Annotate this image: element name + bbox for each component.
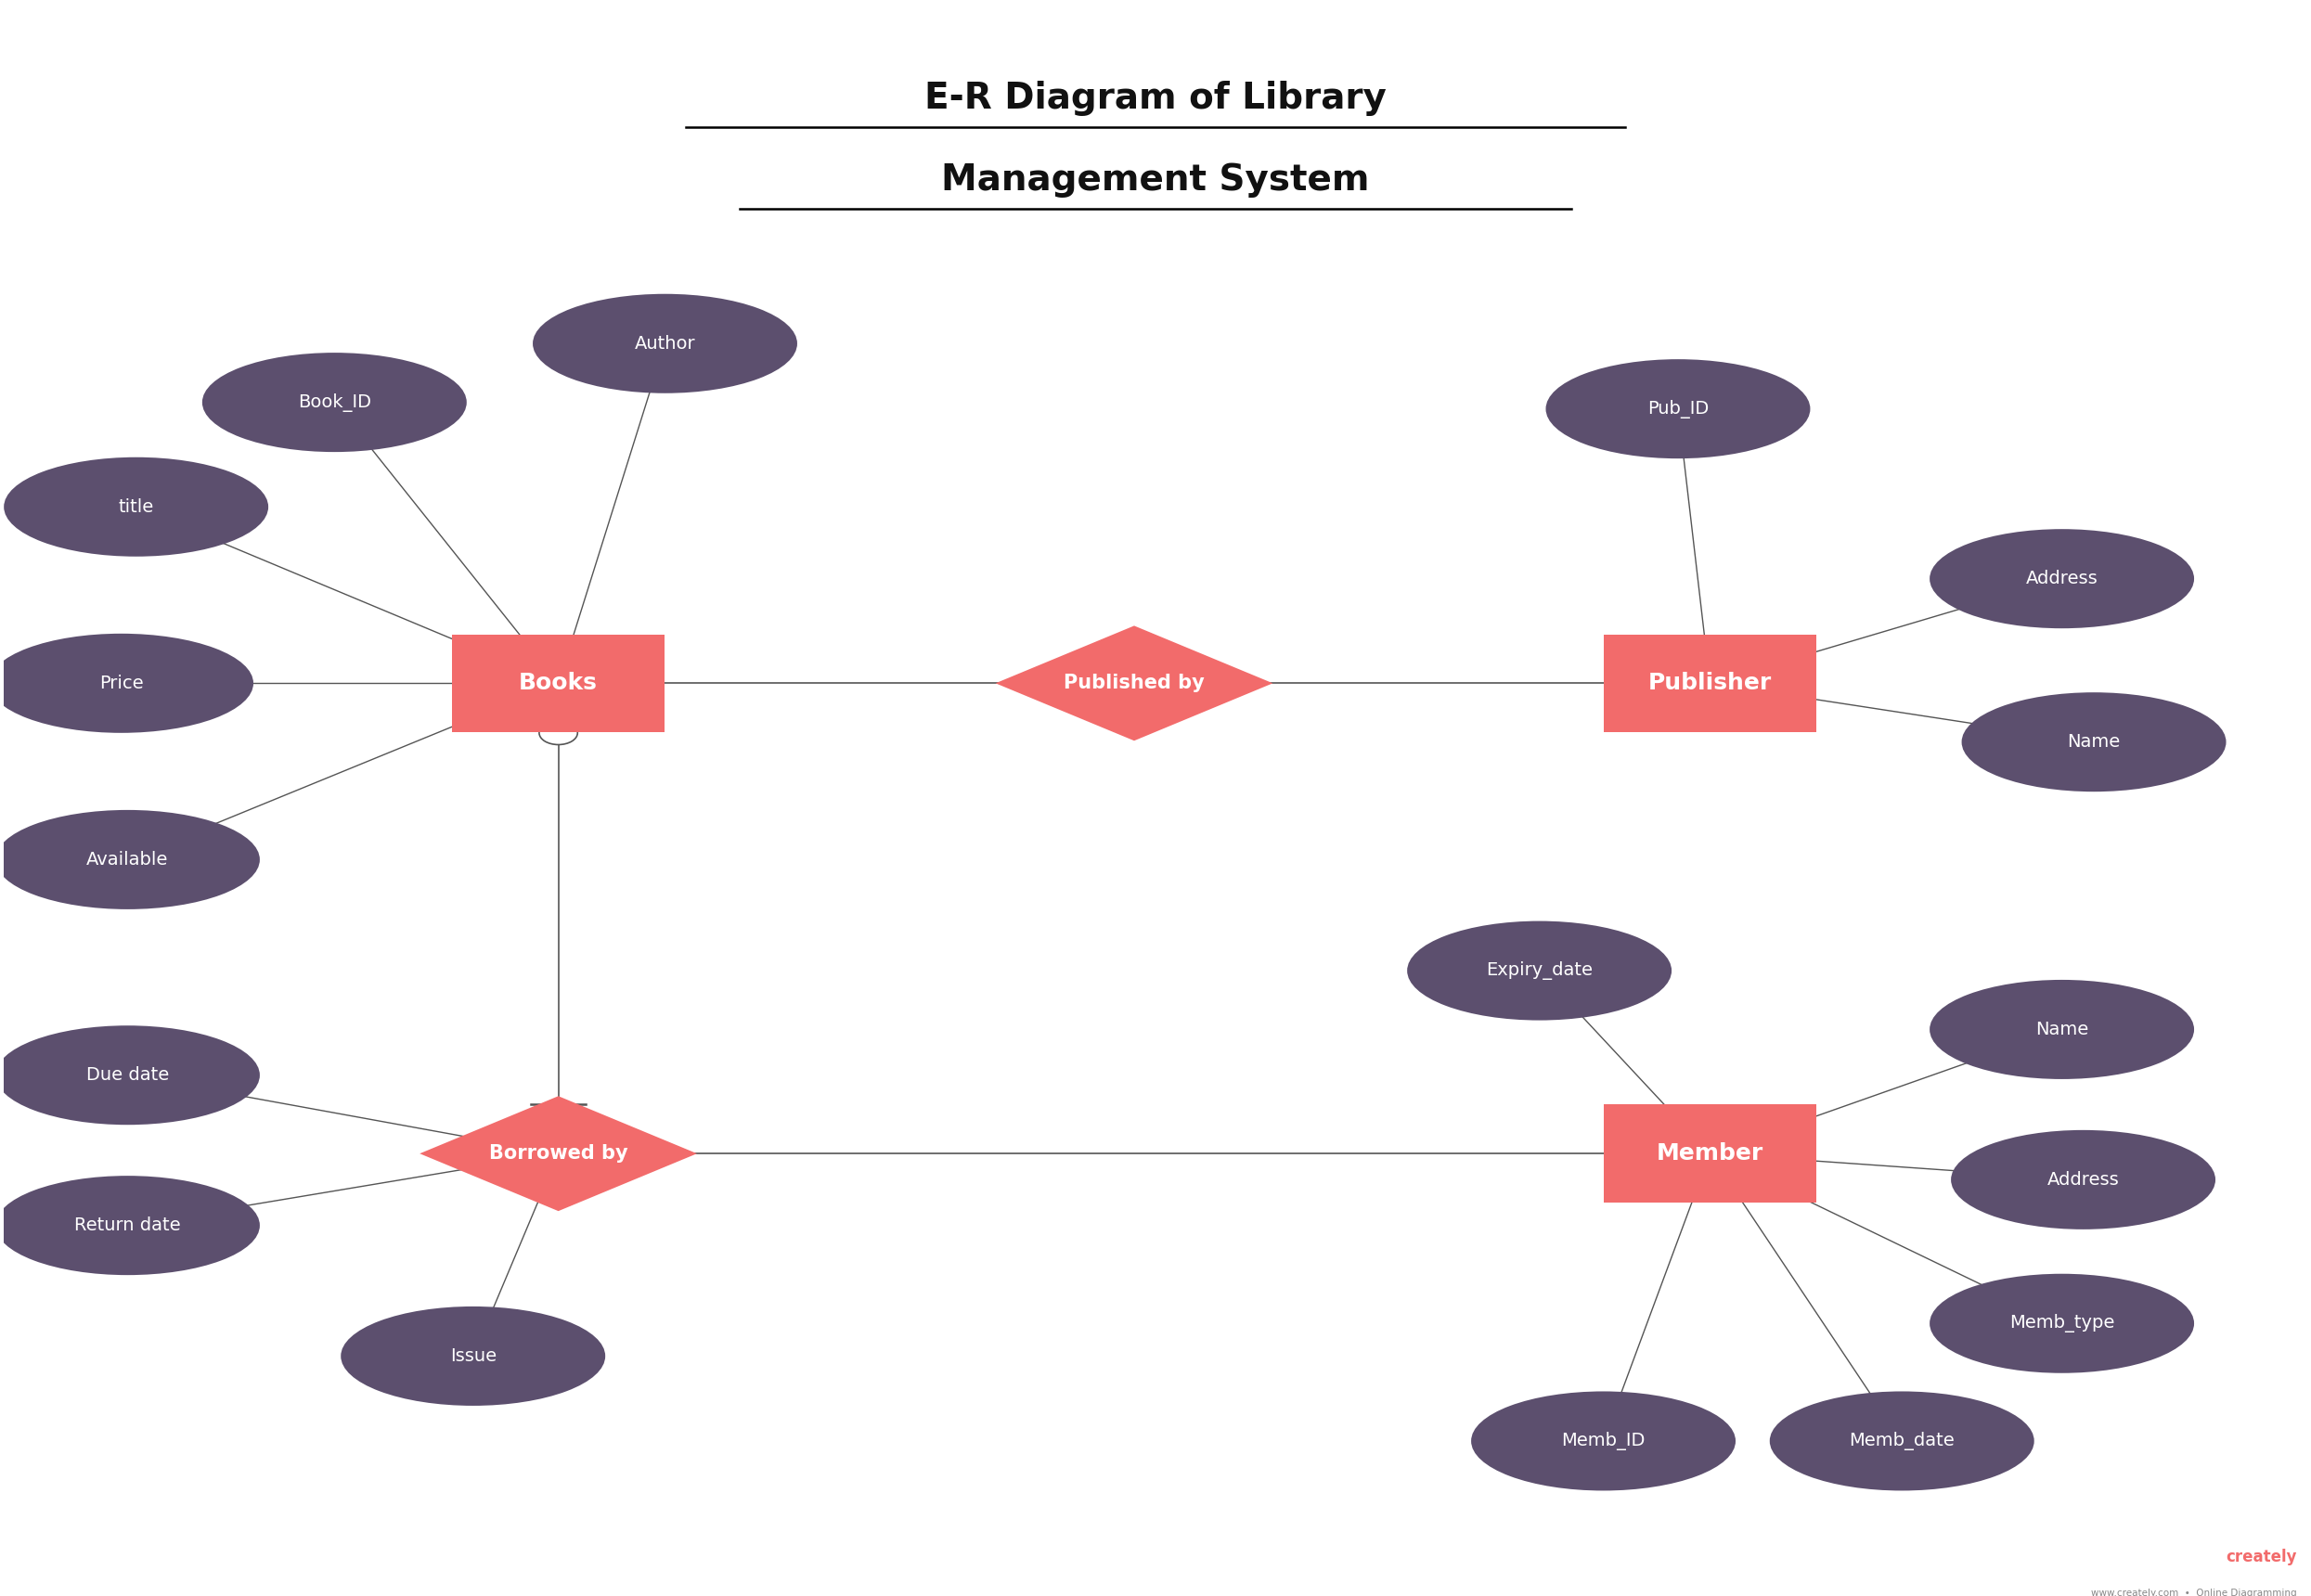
Ellipse shape	[0, 634, 254, 733]
Text: Price: Price	[99, 675, 143, 693]
Ellipse shape	[5, 456, 268, 557]
Text: title: title	[118, 498, 155, 516]
Ellipse shape	[1770, 1392, 2034, 1491]
Text: Expiry_date: Expiry_date	[1486, 961, 1592, 980]
Ellipse shape	[1950, 1130, 2216, 1229]
Text: Available: Available	[86, 851, 169, 868]
Text: Books: Books	[520, 672, 599, 694]
Ellipse shape	[0, 1176, 259, 1275]
Ellipse shape	[1962, 693, 2225, 792]
Text: Memb_type: Memb_type	[2008, 1314, 2115, 1333]
FancyBboxPatch shape	[1604, 634, 1816, 733]
Circle shape	[1611, 1141, 1648, 1165]
Ellipse shape	[1930, 980, 2193, 1079]
Text: Issue: Issue	[451, 1347, 497, 1365]
Text: Published by: Published by	[1063, 674, 1204, 693]
Text: Memb_ID: Memb_ID	[1562, 1432, 1645, 1451]
Ellipse shape	[340, 1307, 605, 1406]
Polygon shape	[996, 626, 1273, 741]
Text: Pub_ID: Pub_ID	[1648, 399, 1708, 418]
Text: Memb_date: Memb_date	[1849, 1432, 1955, 1451]
FancyBboxPatch shape	[451, 634, 666, 733]
Text: E-R Diagram of Library: E-R Diagram of Library	[924, 80, 1387, 115]
Text: Address: Address	[2027, 570, 2098, 587]
Ellipse shape	[1472, 1392, 1736, 1491]
Text: Member: Member	[1657, 1143, 1763, 1165]
Ellipse shape	[0, 1026, 259, 1125]
Text: Due date: Due date	[86, 1066, 169, 1084]
Ellipse shape	[1930, 1274, 2193, 1373]
Text: Author: Author	[636, 335, 696, 353]
Ellipse shape	[201, 353, 467, 452]
Text: Return date: Return date	[74, 1216, 180, 1234]
Polygon shape	[421, 1096, 698, 1211]
Circle shape	[538, 721, 578, 745]
Text: creately: creately	[2225, 1548, 2297, 1566]
Text: Name: Name	[2036, 1021, 2089, 1039]
Text: Name: Name	[2068, 733, 2121, 750]
Ellipse shape	[1546, 359, 1810, 458]
FancyBboxPatch shape	[1604, 1104, 1816, 1202]
Ellipse shape	[534, 294, 797, 393]
Text: Publisher: Publisher	[1648, 672, 1773, 694]
Circle shape	[1033, 672, 1072, 694]
Text: Management System: Management System	[941, 163, 1370, 198]
Text: Borrowed by: Borrowed by	[490, 1144, 629, 1163]
Ellipse shape	[1930, 530, 2193, 629]
Text: www.creately.com  •  Online Diagramming: www.creately.com • Online Diagramming	[2091, 1588, 2297, 1596]
Circle shape	[1197, 672, 1234, 694]
Ellipse shape	[1407, 921, 1671, 1020]
Ellipse shape	[0, 809, 259, 910]
Text: Address: Address	[2048, 1171, 2119, 1189]
Text: Book_ID: Book_ID	[298, 393, 372, 412]
